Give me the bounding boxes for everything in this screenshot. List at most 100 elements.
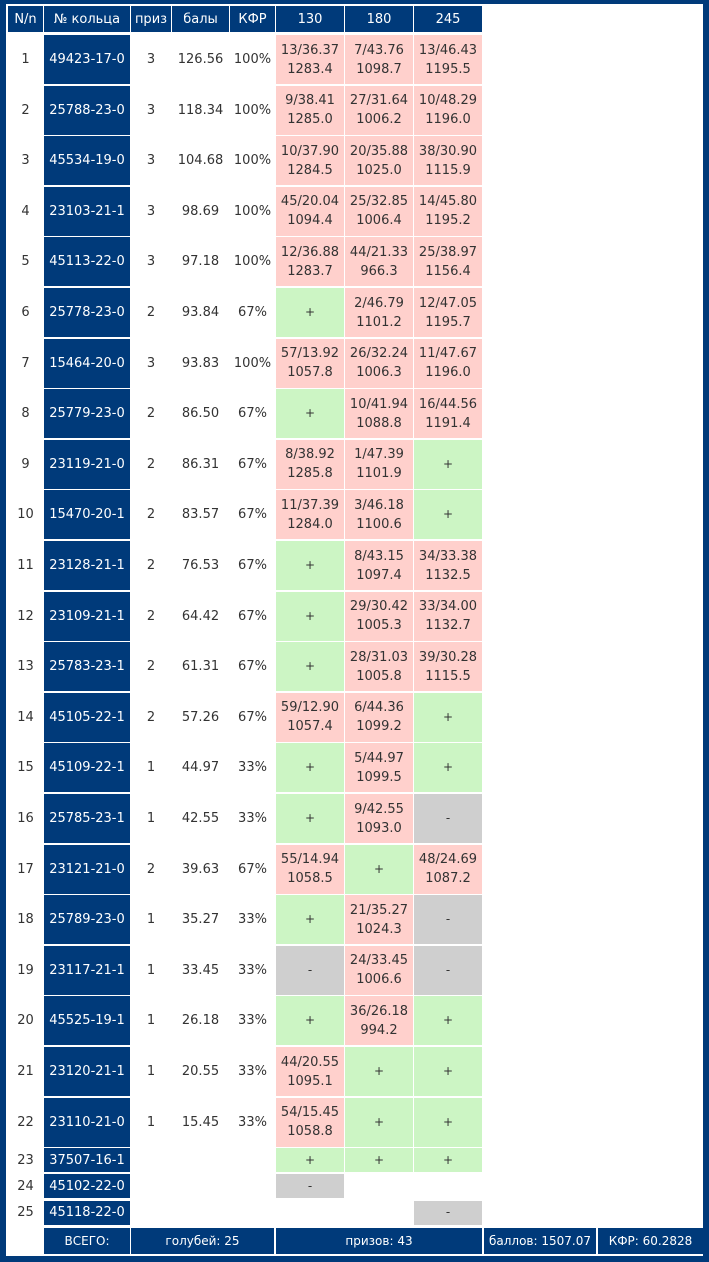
result-coefficient: 1099.5 (356, 769, 402, 785)
result-place-speed: + (304, 1152, 316, 1167)
ring-number: 45105-22-1 (44, 692, 130, 742)
kfr-value (230, 1201, 275, 1225)
result-place-speed: + (442, 709, 454, 724)
points-value: 20.55 (181, 1064, 220, 1079)
result-place-speed: 14/45.80 (418, 194, 478, 210)
result-cell: 38/30.90 1115.9 (414, 136, 482, 186)
footer-pigeons: голубей: 25 (131, 1228, 274, 1254)
result-place-speed: 13/36.37 (280, 42, 340, 58)
result-coefficient: 1087.2 (425, 871, 471, 887)
result-cell (345, 1201, 413, 1225)
result-coefficient: 1005.3 (356, 618, 402, 634)
result-cell: + (276, 541, 344, 590)
result-cell: 1/47.39 1101.9 (345, 439, 413, 489)
row-number: 24 (17, 1178, 34, 1194)
footer-points: баллов: 1507.07 (484, 1228, 596, 1254)
kfr-value: 67% (238, 659, 267, 675)
kfr-value (230, 1174, 275, 1198)
ring-number: 25779-23-0 (44, 389, 130, 439)
result-coefficient: 1101.9 (356, 466, 402, 482)
result-cell: 29/30.42 1005.3 (345, 591, 413, 641)
points-value: 61.31 (181, 659, 220, 675)
kfr-value: 100% (233, 153, 272, 169)
result-place-speed: 16/44.56 (418, 396, 478, 412)
points-value: 86.50 (181, 406, 220, 422)
result-place-speed: 25/38.97 (418, 244, 478, 260)
result-cell: 16/44.56 1191.4 (414, 389, 482, 439)
row-number: 23 (17, 1152, 34, 1168)
prize-count (131, 1201, 171, 1225)
result-cell: + (414, 439, 482, 489)
prize-count: 1 (146, 760, 156, 776)
ring-number: 45113-22-0 (44, 237, 130, 287)
result-place-speed: 9/42.55 (354, 801, 404, 817)
result-place-speed: 44/20.55 (280, 1054, 340, 1070)
prize-count: 3 (146, 254, 156, 270)
result-place-speed: + (304, 1013, 316, 1028)
kfr-value: 67% (238, 861, 267, 877)
footer-kfr: КФР: 60.2828 (598, 1228, 703, 1254)
header-kfr: КФР (230, 6, 275, 32)
points-value: 42.55 (181, 811, 220, 826)
result-cell: + (276, 743, 344, 793)
points-value (172, 1201, 229, 1225)
result-coefficient: 1005.8 (356, 668, 402, 684)
result-cell: + (414, 490, 482, 540)
result-place-speed: 6/44.36 (354, 700, 404, 716)
result-cell: 12/47.05 1195.7 (414, 288, 482, 337)
kfr-value: 67% (238, 456, 267, 472)
result-coefficient: 1006.3 (356, 365, 402, 381)
result-cell (414, 1174, 482, 1198)
result-place-speed: 8/43.15 (354, 548, 404, 564)
footer-prizes: призов: 43 (276, 1228, 482, 1254)
points-value: 98.69 (181, 203, 220, 219)
result-place-speed: 44/21.33 (349, 244, 409, 260)
result-place-speed: 26/32.24 (349, 346, 409, 362)
result-coefficient: 1195.2 (425, 213, 471, 229)
result-place-speed: + (304, 305, 316, 319)
row-number: 7 (21, 355, 30, 371)
result-cell: + (276, 794, 344, 843)
result-coefficient: 1196.0 (425, 112, 471, 128)
kfr-value: 33% (238, 1013, 267, 1029)
result-place-speed: 12/47.05 (418, 295, 478, 311)
result-coefficient: 1132.7 (425, 618, 471, 634)
result-place-speed: - (307, 962, 313, 977)
kfr-value: 100% (233, 102, 272, 118)
result-coefficient: 1101.2 (356, 314, 402, 330)
result-place-speed: + (304, 558, 316, 572)
result-coefficient: 1283.4 (287, 61, 333, 77)
result-cell: 5/44.97 1099.5 (345, 743, 413, 793)
result-coefficient: 1115.5 (425, 668, 471, 684)
result-place-speed: + (373, 861, 385, 876)
ring-number: 25783-23-1 (44, 642, 130, 692)
header-distance-1: 130 (276, 6, 344, 32)
prize-count: 3 (146, 52, 156, 67)
row-number: 17 (17, 861, 34, 877)
points-value: 97.18 (181, 254, 220, 270)
ring-number: 25785-23-1 (44, 794, 130, 843)
points-value: 33.45 (181, 962, 220, 978)
result-coefficient: 966.3 (360, 263, 398, 279)
result-place-speed: + (442, 1152, 454, 1167)
top-border (0, 0, 709, 4)
ring-number: 15470-20-1 (44, 490, 130, 540)
result-coefficient: 1196.0 (425, 365, 471, 381)
result-cell: - (276, 945, 344, 995)
result-coefficient: 1006.2 (356, 112, 402, 128)
row-number: 21 (17, 1064, 34, 1079)
row-number: 11 (17, 558, 34, 573)
row-number: 1 (21, 52, 30, 67)
result-cell: + (276, 591, 344, 641)
result-coefficient: 1095.1 (287, 1073, 333, 1089)
row-number: 10 (17, 507, 34, 523)
result-cell: + (276, 288, 344, 337)
result-place-speed: - (445, 912, 451, 927)
prize-count: 2 (146, 558, 156, 573)
result-place-speed: 59/12.90 (280, 700, 340, 716)
result-cell: + (414, 1047, 482, 1096)
result-place-speed: 10/37.90 (280, 143, 340, 159)
row-number: 9 (21, 456, 30, 472)
prize-count: 2 (146, 709, 156, 725)
points-value: 126.56 (177, 52, 224, 67)
